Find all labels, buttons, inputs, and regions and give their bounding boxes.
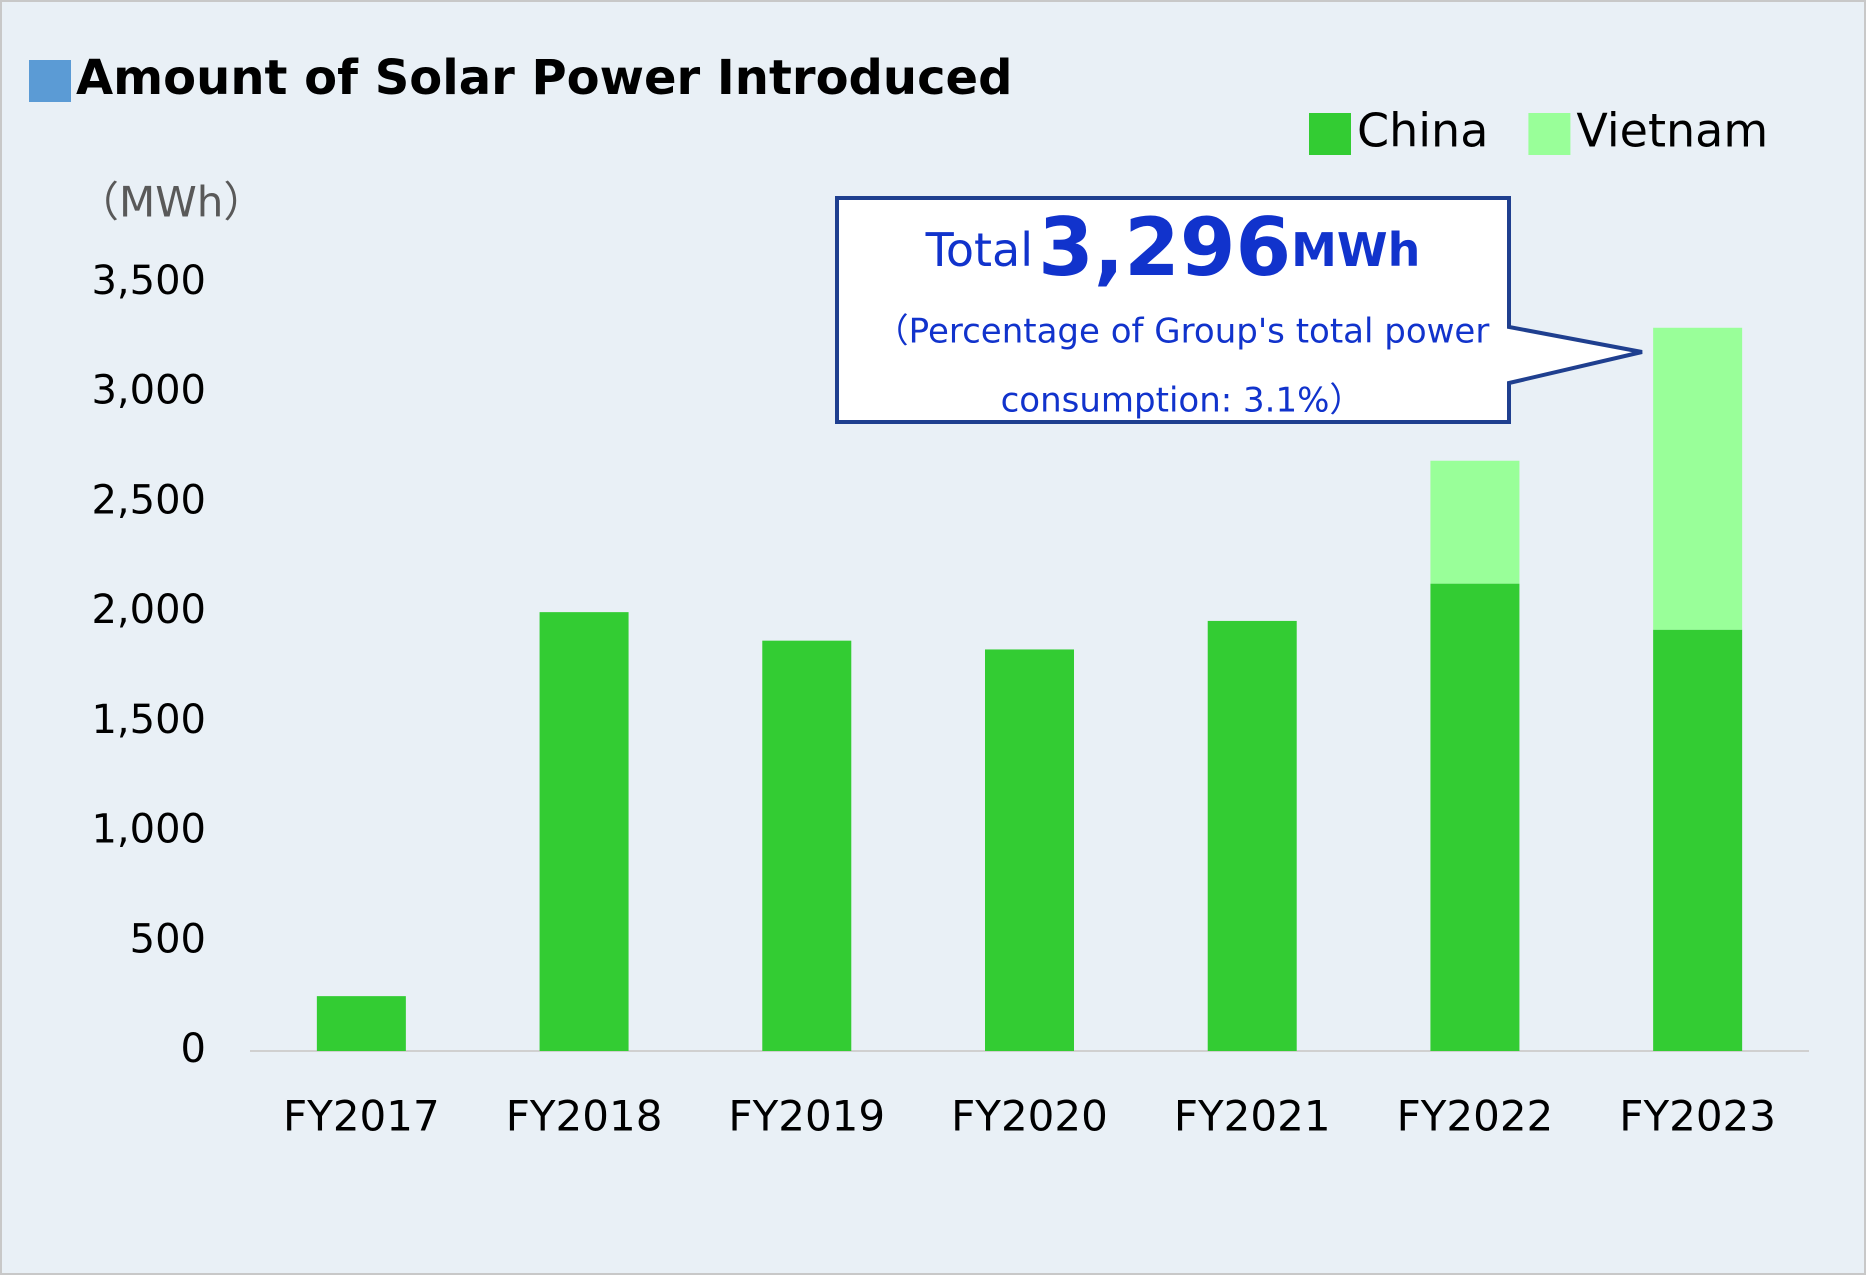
x-tick-label: FY2020: [951, 1092, 1108, 1141]
y-tick-label: 1,500: [91, 697, 206, 743]
chart-title: Amount of Solar Power Introduced: [76, 50, 1012, 106]
bar-segment: [985, 649, 1074, 1051]
callout-box: [835, 196, 1643, 424]
bar-segment: [1430, 460, 1520, 584]
callout-note: （Percentage of Group's total power: [875, 312, 1490, 352]
y-tick-label: 2,500: [91, 477, 206, 523]
y-tick-label: 3,500: [91, 258, 206, 304]
legend-swatch: [1309, 113, 1351, 155]
x-tick-label: FY2017: [283, 1092, 440, 1141]
legend-swatch: [1528, 113, 1571, 155]
x-tick-label: FY2023: [1619, 1092, 1776, 1141]
bar-segment: [1207, 620, 1297, 1051]
x-tick-label: FY2022: [1397, 1092, 1554, 1141]
y-tick-label: 1,000: [91, 807, 206, 853]
bar-segment: [316, 996, 406, 1051]
callout-value: 3,296: [1038, 201, 1291, 294]
y-tick-label: 0: [181, 1026, 206, 1072]
x-tick-label: FY2018: [506, 1092, 663, 1141]
bar-segment: [1653, 327, 1743, 630]
title-icon: [29, 60, 71, 102]
y-tick-label: 3,000: [91, 368, 206, 414]
callout-unit: MWh: [1291, 223, 1420, 277]
y-axis-label: （MWh）: [77, 178, 265, 227]
callout-note: consumption: 3.1%）: [1001, 381, 1364, 421]
legend-label: Vietnam: [1576, 104, 1768, 158]
y-tick-label: 2,000: [91, 587, 206, 633]
bar-segment: [1430, 583, 1520, 1051]
callout-prefix: Total: [925, 223, 1033, 277]
x-tick-label: FY2019: [728, 1092, 885, 1141]
x-tick-label: FY2021: [1174, 1092, 1331, 1141]
callout-total: Total 3,296MWh: [925, 201, 1421, 294]
bar-segment: [539, 612, 629, 1051]
bar-segment: [762, 640, 852, 1051]
legend-label: China: [1357, 104, 1488, 158]
bar-segment: [1653, 629, 1743, 1051]
y-tick-label: 500: [130, 916, 206, 962]
